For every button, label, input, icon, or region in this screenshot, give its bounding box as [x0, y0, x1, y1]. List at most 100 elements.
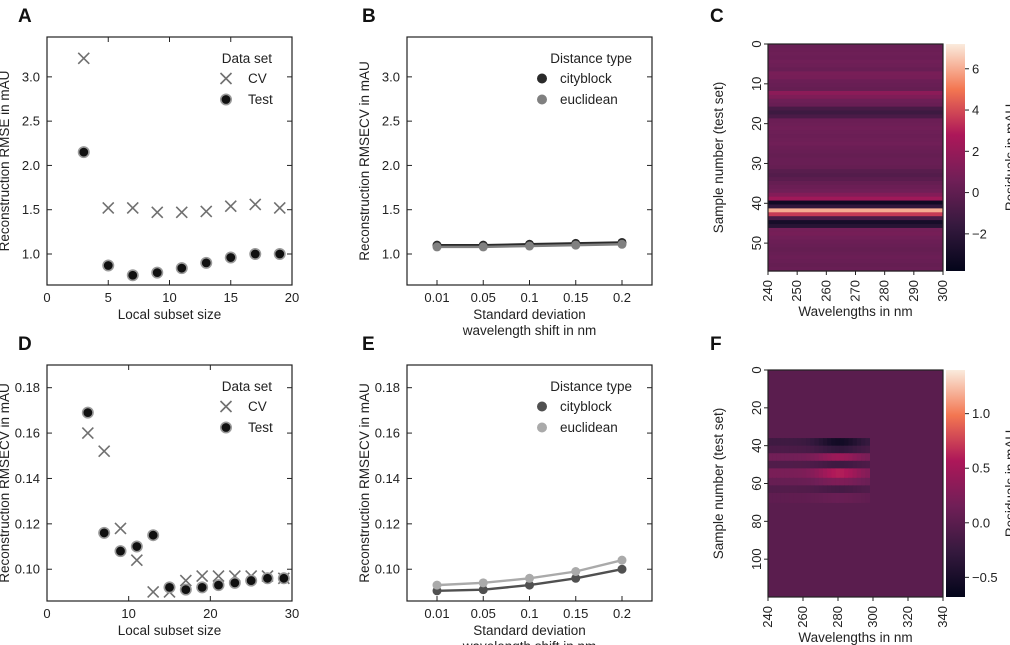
heatmap-cell — [768, 477, 773, 486]
heatmap-row — [768, 157, 943, 163]
heatmap-cell — [848, 453, 854, 462]
heatmap-cell — [831, 468, 837, 479]
heatmap-cell — [861, 460, 866, 469]
y-axis-label: Reconstruction RMSE in mAU — [0, 71, 12, 252]
x-axis-label: Standard deviation — [473, 307, 586, 322]
colorbar-tick-label: 4 — [972, 103, 979, 118]
heatmap-cell — [806, 438, 811, 447]
x-tick-label: 240 — [760, 606, 775, 628]
heatmap-cell — [814, 468, 820, 479]
heatmap-cell — [801, 453, 807, 462]
heatmap-cell — [780, 477, 786, 486]
y-axis-label: Reconstruction RMSECV in mAU — [357, 61, 372, 261]
y-tick-label: 0.10 — [375, 562, 400, 577]
panel-b-chart: B 1.0 1.5 2.0 2.5 3.0 0.01 0.05 0.1 0.15 0.2 Standa… — [357, 6, 653, 338]
x-tick-label: 0 — [43, 290, 50, 305]
y-tick-label: 0.16 — [15, 426, 40, 441]
heatmap-cell — [780, 485, 786, 494]
heatmap-row — [768, 122, 943, 127]
legend-marker-euclidean — [537, 422, 547, 433]
panel-label: B — [362, 6, 376, 27]
heatmap-cell — [839, 445, 845, 454]
heatmap-cell — [861, 438, 866, 447]
x-tick-label: 0.2 — [613, 606, 631, 621]
heatmap-row — [768, 137, 943, 143]
heatmap-cell — [818, 445, 824, 454]
heatmap-row — [768, 196, 943, 202]
x-tick-label: 300 — [935, 280, 950, 302]
heatmap-cell — [856, 445, 862, 454]
heatmap-cell — [822, 468, 828, 479]
plot-frame — [46, 364, 293, 602]
heatmap-cell — [831, 445, 837, 454]
heatmap-cell — [856, 485, 862, 494]
heatmap-cell — [814, 445, 820, 454]
heatmap-row — [768, 71, 943, 76]
y-tick-label: 0.18 — [15, 380, 40, 395]
heatmap-cell — [861, 453, 866, 462]
heatmap-cell — [793, 438, 799, 447]
heatmap-cell — [827, 477, 832, 486]
heatmap-cell — [793, 485, 799, 494]
heatmap-cell — [835, 468, 841, 479]
heatmap-cell — [848, 468, 854, 479]
heatmap-cell — [801, 485, 807, 494]
heatmap-row — [768, 161, 943, 166]
heatmap-cell — [768, 445, 773, 454]
colorbar — [946, 44, 965, 271]
heatmap-cell — [793, 445, 799, 454]
heatmap-cell — [822, 460, 828, 469]
heatmap-cell — [822, 445, 828, 454]
heatmap-cell — [861, 468, 866, 479]
heatmap-cell — [780, 460, 786, 469]
heatmap-row — [768, 59, 943, 65]
legend-title: Data set — [222, 379, 273, 394]
x-tick-label: 0.01 — [424, 290, 449, 305]
x-tick-label: 0.15 — [563, 290, 588, 305]
data-point-test — [196, 581, 209, 594]
heatmap-cell — [810, 477, 816, 486]
heatmap-cell — [801, 445, 807, 454]
y-tick-label: 0.18 — [375, 380, 400, 395]
heatmap-cell — [814, 477, 820, 486]
heatmap-cell — [844, 453, 849, 462]
heatmap-cell — [789, 477, 794, 486]
heatmap-cell — [810, 492, 816, 503]
heatmap-row — [768, 106, 943, 112]
heatmap-cell — [861, 485, 866, 494]
x-tick-label: 15 — [224, 290, 238, 305]
heatmap-cell — [839, 485, 845, 494]
heatmap-cell — [806, 453, 811, 462]
data-point-cv — [196, 569, 209, 583]
y-tick-label: 0.16 — [375, 426, 400, 441]
heatmap-row — [768, 130, 943, 135]
heatmap-row — [768, 55, 943, 61]
heatmap-cell — [789, 460, 794, 469]
x-tick-label: 0.1 — [520, 606, 538, 621]
heatmap-cell — [810, 468, 816, 479]
heatmap-cell — [801, 492, 807, 503]
heatmap-cell — [861, 445, 866, 454]
heatmap-cell — [839, 460, 845, 469]
heatmap-cell — [831, 485, 837, 494]
panel-label: E — [362, 334, 375, 355]
heatmap-row — [768, 75, 943, 80]
y-tick-label: 1.0 — [382, 247, 400, 262]
y-tick-label: 30 — [749, 156, 764, 170]
heatmap-cell — [789, 453, 794, 462]
panel-d-chart: D 0.10 0.12 0.14 0.16 0.18 0 10 20 30 Local subset… — [0, 334, 299, 638]
colorbar-tick-label: 0 — [972, 185, 979, 200]
heatmap-cell — [768, 453, 773, 462]
heatmap-cell — [839, 453, 845, 462]
data-point-euclidean — [478, 242, 488, 252]
data-point-test — [102, 259, 115, 272]
heatmap-row — [768, 51, 943, 57]
heatmap-cell — [776, 438, 782, 447]
heatmap-cell — [814, 453, 820, 462]
x-tick-label: 270 — [848, 280, 863, 302]
heatmap-cell — [852, 492, 858, 503]
heatmap-row — [768, 231, 943, 237]
heatmap-cell — [793, 492, 799, 503]
heatmap-cell — [844, 485, 849, 494]
heatmap-cell — [793, 468, 799, 479]
